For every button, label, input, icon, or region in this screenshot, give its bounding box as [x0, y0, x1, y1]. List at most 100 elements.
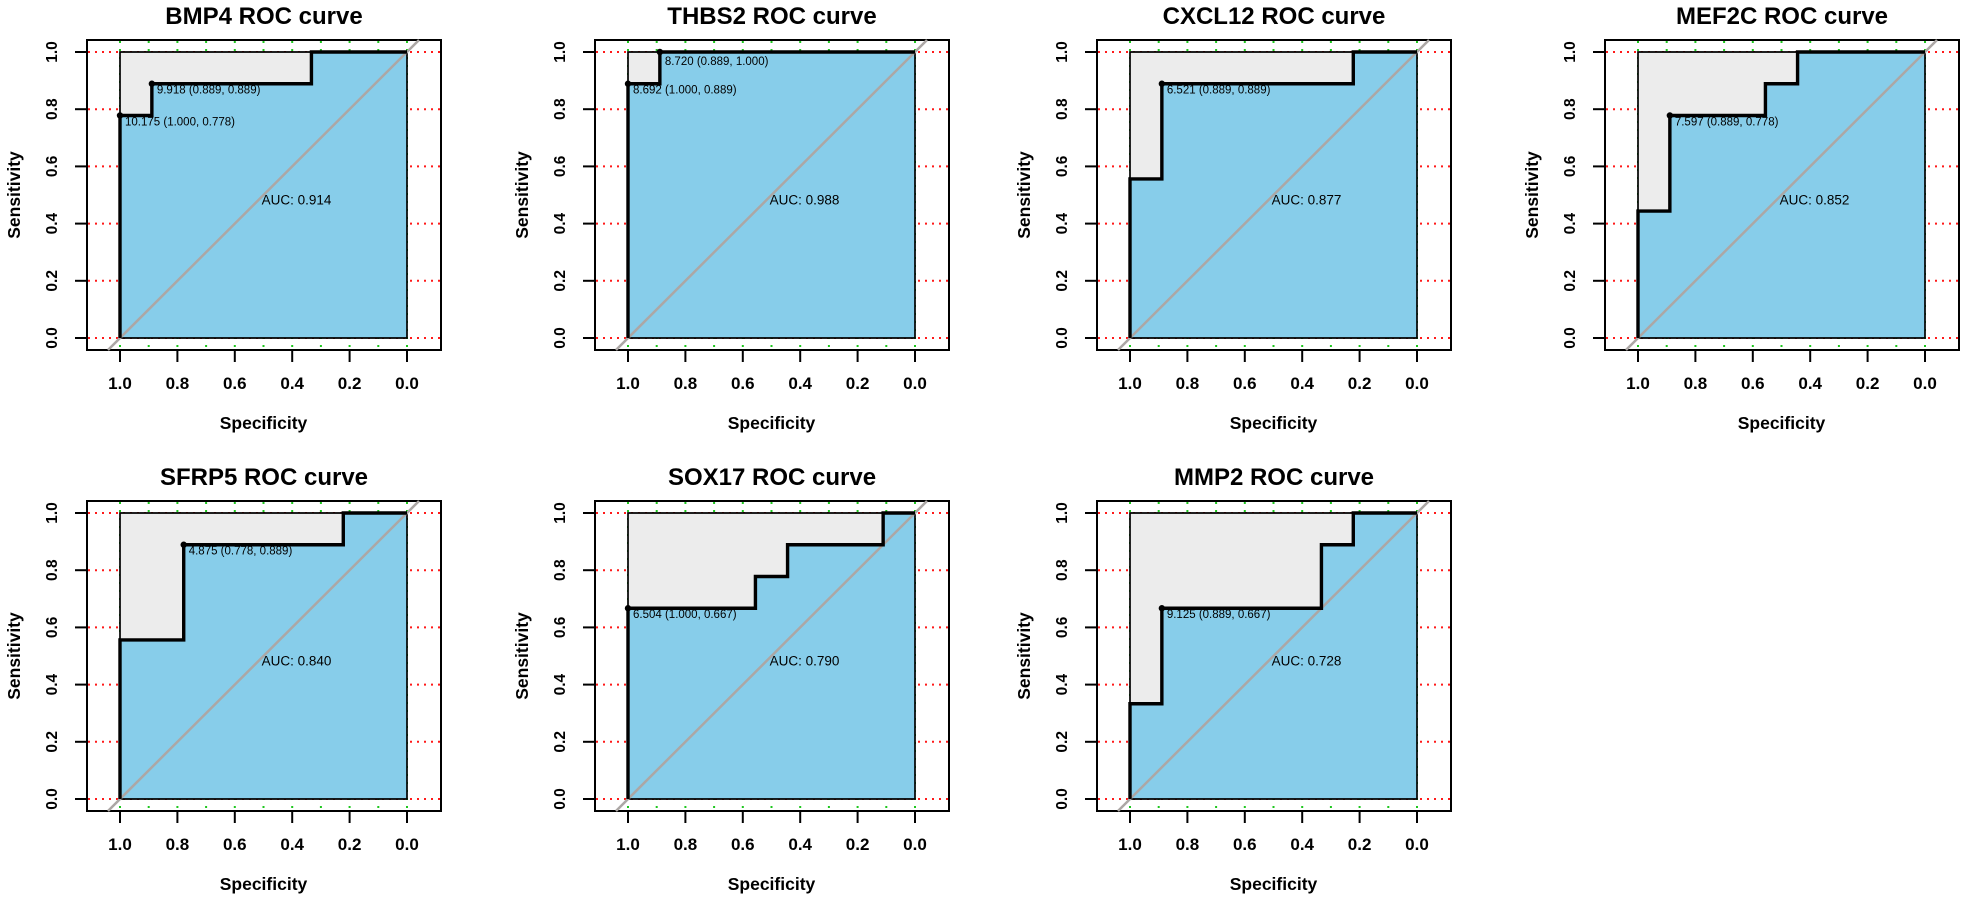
- x-tick-label: 0.6: [223, 835, 247, 854]
- roc-plot-bmp4: 9.918 (0.889, 0.889) 10.175 (1.000, 0.778…: [4, 3, 442, 433]
- x-tick-label: 0.0: [903, 374, 927, 393]
- y-axis-title: Sensitivity: [1014, 151, 1034, 239]
- auc-label: AUC: 0.988: [770, 193, 840, 208]
- x-axis-title: Specificity: [728, 874, 816, 894]
- roc-curve: [1636, 50, 1925, 338]
- x-tick-label: 0.8: [166, 374, 190, 393]
- y-tick-label: 0.2: [1562, 270, 1579, 292]
- x-tick-label: 0.2: [846, 374, 870, 393]
- y-tick-label: 0.6: [44, 155, 61, 177]
- diagonal-reference-line: [615, 500, 928, 812]
- y-tick-label: 1.0: [44, 502, 61, 524]
- auc-label: AUC: 0.790: [770, 654, 840, 669]
- diagonal-reference-line: [107, 500, 420, 812]
- x-tick-label: 0.2: [338, 835, 362, 854]
- x-tick-label: 1.0: [616, 374, 640, 393]
- threshold-label: 9.125 (0.889, 0.667): [1167, 609, 1271, 621]
- y-axis-title: Sensitivity: [1014, 612, 1034, 700]
- x-tick-label: 0.6: [1741, 374, 1765, 393]
- plot-title: SOX17 ROC curve: [668, 464, 876, 491]
- x-tick-label: 1.0: [1118, 835, 1142, 854]
- y-tick-label: 0.6: [44, 616, 61, 638]
- roc-plot-sfrp5: 4.875 (0.778, 0.889) AUC: 0.840 1.0 0.8 0.6 0…: [4, 464, 442, 894]
- y-tick-label: 0.0: [552, 788, 569, 810]
- x-tick-label: 0.0: [395, 374, 419, 393]
- x-tick-label: 0.2: [1348, 835, 1372, 854]
- x-tick-label: 0.0: [1405, 374, 1429, 393]
- y-tick-label: 0.4: [44, 673, 61, 695]
- plot-title: MMP2 ROC curve: [1174, 464, 1374, 491]
- plot-title: THBS2 ROC curve: [667, 3, 876, 30]
- roc-plot-mmp2: 9.125 (0.889, 0.667) AUC: 0.728 1.0 0.8 0.6 0…: [1014, 464, 1452, 894]
- x-axis-title: Specificity: [1738, 413, 1826, 433]
- x-tick-label: 0.0: [1405, 835, 1429, 854]
- x-axis-title: Specificity: [220, 874, 308, 894]
- x-tick-label: 0.8: [1176, 374, 1200, 393]
- x-tick-label: 0.8: [1176, 835, 1200, 854]
- x-tick-label: 0.8: [166, 835, 190, 854]
- diagonal-reference-line: [1117, 39, 1430, 351]
- plot-title: CXCL12 ROC curve: [1163, 3, 1386, 30]
- x-tick-label: 1.0: [108, 835, 132, 854]
- threshold-point: [624, 80, 632, 87]
- x-tick-label: 0.4: [1290, 374, 1314, 393]
- auc-label: AUC: 0.840: [262, 654, 332, 669]
- y-tick-label: 0.0: [552, 327, 569, 349]
- auc-label: AUC: 0.914: [262, 193, 332, 208]
- roc-curve: [626, 511, 915, 799]
- x-axis-title: Specificity: [220, 413, 308, 433]
- x-tick-label: 0.4: [280, 374, 304, 393]
- y-tick-label: 0.2: [1054, 731, 1071, 753]
- y-tick-label: 0.6: [1562, 155, 1579, 177]
- x-tick-label: 0.4: [788, 835, 812, 854]
- x-tick-label: 1.0: [616, 835, 640, 854]
- threshold-label: 9.918 (0.889, 0.889): [157, 85, 261, 97]
- x-tick-label: 0.2: [338, 374, 362, 393]
- roc-curve: [626, 50, 915, 338]
- y-tick-label: 1.0: [44, 41, 61, 63]
- y-tick-label: 0.2: [44, 270, 61, 292]
- y-tick-label: 0.8: [552, 559, 569, 581]
- x-tick-label: 0.4: [280, 835, 304, 854]
- roc-curve: [1128, 511, 1417, 799]
- y-tick-label: 0.8: [1562, 98, 1579, 120]
- threshold-point: [1158, 605, 1166, 612]
- y-axis-title: Sensitivity: [4, 151, 24, 239]
- plot-title: BMP4 ROC curve: [165, 3, 362, 30]
- threshold-label: 6.504 (1.000, 0.667): [633, 609, 737, 621]
- x-tick-label: 0.4: [1290, 835, 1314, 854]
- diagonal-reference-line: [107, 39, 420, 351]
- y-tick-label: 0.8: [552, 98, 569, 120]
- diagonal-reference-line: [1625, 39, 1938, 351]
- x-tick-label: 0.2: [1348, 374, 1372, 393]
- y-axis-title: Sensitivity: [512, 151, 532, 239]
- y-tick-label: 0.4: [1054, 673, 1071, 695]
- y-tick-label: 0.8: [44, 98, 61, 120]
- y-axis-title: Sensitivity: [512, 612, 532, 700]
- y-tick-label: 0.4: [1562, 212, 1579, 234]
- threshold-label: 10.175 (1.000, 0.778): [125, 116, 235, 128]
- y-tick-label: 0.0: [44, 788, 61, 810]
- x-axis-title: Specificity: [1230, 874, 1318, 894]
- x-tick-label: 1.0: [108, 374, 132, 393]
- threshold-label: 8.692 (1.000, 0.889): [633, 85, 737, 97]
- x-tick-label: 0.8: [674, 374, 698, 393]
- y-tick-label: 0.0: [44, 327, 61, 349]
- auc-label: AUC: 0.852: [1780, 193, 1850, 208]
- threshold-label: 8.720 (0.889, 1.000): [665, 56, 769, 68]
- x-tick-label: 0.4: [788, 374, 812, 393]
- x-tick-label: 0.0: [1913, 374, 1937, 393]
- y-tick-label: 0.8: [44, 559, 61, 581]
- x-tick-label: 0.6: [731, 835, 755, 854]
- roc-plot-sox17: 6.504 (1.000, 0.667) AUC: 0.790 1.0 0.8 0.6 0…: [512, 464, 950, 894]
- threshold-point: [1666, 112, 1674, 119]
- y-tick-label: 0.6: [552, 155, 569, 177]
- y-tick-label: 0.0: [1054, 788, 1071, 810]
- roc-plot-thbs2: 8.720 (0.889, 1.000) 8.692 (1.000, 0.889)…: [512, 3, 950, 433]
- x-tick-label: 0.2: [1856, 374, 1880, 393]
- x-tick-label: 1.0: [1626, 374, 1650, 393]
- diagonal-reference-line: [615, 39, 928, 351]
- y-tick-label: 0.4: [552, 212, 569, 234]
- threshold-label: 6.521 (0.889, 0.889): [1167, 85, 1271, 97]
